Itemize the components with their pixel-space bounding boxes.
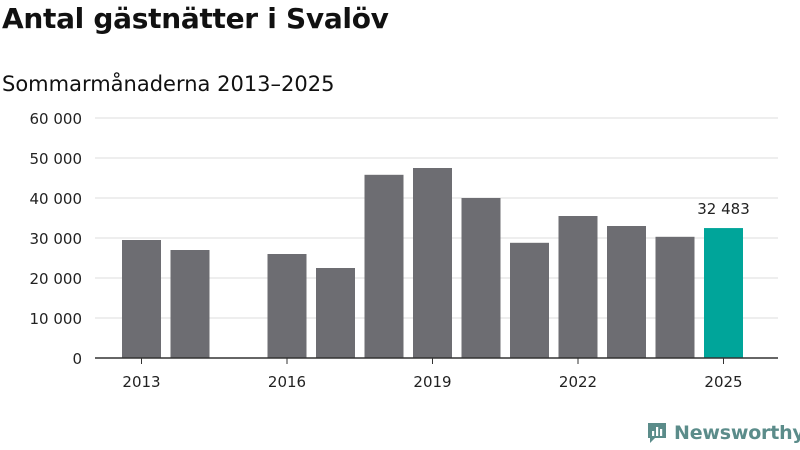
x-tick-label: 2022 [559, 373, 597, 391]
data-label: 32 483 [697, 200, 750, 218]
x-tick-label: 2025 [704, 373, 742, 391]
bar [316, 268, 355, 358]
brand: Newsworthy [646, 421, 800, 445]
y-tick-label: 20 000 [30, 270, 83, 288]
y-tick-label: 60 000 [30, 110, 83, 128]
brand-name: Newsworthy [674, 422, 800, 444]
bar [461, 198, 501, 358]
x-tick-label: 2013 [122, 373, 160, 391]
bar [413, 168, 452, 358]
bar [170, 250, 210, 358]
bar [607, 226, 646, 358]
bar [267, 254, 307, 358]
y-tick-label: 40 000 [30, 190, 83, 208]
y-tick-label: 10 000 [30, 310, 83, 328]
chart-title: Antal gästnätter i Svalöv [2, 2, 389, 35]
x-tick-label: 2016 [268, 373, 306, 391]
y-tick-label: 30 000 [30, 230, 83, 248]
chart-subtitle: Sommarmånaderna 2013–2025 [2, 72, 335, 96]
bar [510, 242, 549, 358]
bar [364, 174, 404, 358]
bar-highlight [704, 228, 743, 358]
x-tick-label: 2019 [413, 373, 451, 391]
bar [655, 236, 695, 358]
bar [558, 216, 598, 358]
y-tick-label: 50 000 [30, 150, 83, 168]
bar [122, 240, 161, 358]
y-tick-label: 0 [72, 350, 82, 368]
newsworthy-logo-icon [648, 423, 666, 443]
